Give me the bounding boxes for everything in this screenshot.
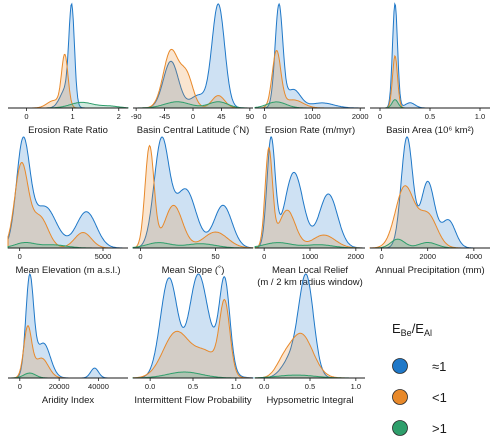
x-tick-label: 0 (191, 112, 195, 121)
x-axis-label: Mean Elevation (m a.s.l.) (15, 265, 120, 276)
x-tick-label: 0 (24, 112, 28, 121)
density-lt1 (8, 325, 128, 379)
density-gt1 (8, 372, 128, 379)
x-tick-label: 2 (117, 112, 121, 121)
density-gt1 (133, 101, 253, 109)
x-tick-label: 40000 (88, 382, 109, 391)
panel-2: -90 -45 0 45 90 Basin Central Latitude (˚N) (131, 3, 254, 136)
density-eq1 (370, 2, 490, 109)
panel-grid: 0 1 2 Erosion Rate Ratio -90 -45 0 45 90 Basin Ce… (7, 2, 490, 406)
x-tick-label: 1000 (304, 112, 321, 121)
x-tick-label: 0 (378, 112, 382, 121)
x-tick-label: 0 (379, 252, 383, 261)
x-tick-label: 2000 (347, 252, 364, 261)
x-tick-label: 0.0 (145, 382, 155, 391)
legend-title-main: E (392, 321, 401, 336)
legend-swatch-eq1 (392, 358, 408, 374)
x-axis-label-line2: (m / 2 km radius window) (257, 277, 363, 288)
panel-1: 0 1 2 Erosion Rate Ratio (8, 2, 129, 136)
x-tick-label: 90 (246, 112, 254, 121)
x-tick-label: 0 (262, 252, 266, 261)
x-tick-label: 0 (262, 112, 266, 121)
density-lt1 (370, 54, 490, 109)
legend-title-sub2: Al (424, 328, 432, 338)
legend-label-eq1: ≈1 (432, 359, 446, 374)
legend-label-gt1: >1 (432, 421, 447, 436)
legend-items: ≈1 <1 >1 (392, 358, 447, 436)
x-tick-label: 5000 (95, 252, 112, 261)
legend-swatch-gt1 (392, 420, 408, 436)
density-lt1 (133, 48, 253, 109)
panel-9: 0 20000 40000 Aridity Index (8, 272, 128, 406)
x-axis-label: Annual Precipitation (mm) (375, 265, 484, 276)
panel-11: 0.0 0.5 1.0 Hypsometric Integral (254, 273, 365, 406)
x-tick-label: 2000 (352, 112, 369, 121)
density-lt1 (132, 298, 253, 379)
x-tick-label: 1.0 (351, 382, 361, 391)
x-axis-label: Aridity Index (42, 395, 95, 406)
x-tick-label: 0 (138, 252, 142, 261)
x-axis-label: Mean Slope (˚) (162, 265, 225, 276)
density-eq1 (7, 136, 128, 249)
x-axis-label: Basin Area (10⁶ km²) (386, 125, 474, 136)
x-tick-label: 0 (18, 382, 22, 391)
x-tick-label: 45 (217, 112, 225, 121)
x-tick-label: -45 (159, 112, 170, 121)
legend: EBe/EAl ≈1 <1 >1 (392, 321, 447, 436)
density-eq1 (254, 136, 365, 249)
x-tick-label: 0.0 (259, 382, 269, 391)
legend-title: EBe/EAl (392, 321, 432, 338)
x-axis-label: Hypsometric Integral (266, 395, 353, 406)
density-eq1 (133, 273, 254, 379)
legend-label-lt1: <1 (432, 390, 447, 405)
legend-title-sub1: Be (401, 328, 412, 338)
x-tick-label: 20000 (49, 382, 70, 391)
density-lt1 (255, 50, 365, 109)
panel-6: 0 50 Mean Slope (˚) (132, 136, 254, 276)
x-axis-label: Intermittent Flow Probability (134, 395, 251, 406)
x-tick-label: 1.0 (231, 382, 241, 391)
x-tick-label: 0.5 (305, 382, 315, 391)
density-eq1 (132, 136, 254, 249)
x-tick-label: 2000 (419, 252, 436, 261)
x-axis-label: Basin Central Latitude (˚N) (137, 125, 249, 136)
density-lt1 (132, 144, 254, 249)
x-tick-label: -90 (131, 112, 142, 121)
legend-swatch-lt1 (392, 389, 408, 405)
x-tick-label: 1 (71, 112, 75, 121)
panel-8: 0 2000 4000 Annual Precipitation (mm) (369, 136, 490, 276)
x-tick-label: 0 (18, 252, 22, 261)
x-axis-label: Mean Local Relief (272, 265, 348, 276)
x-tick-label: 1.0 (475, 112, 485, 121)
panel-5: 0 5000 Mean Elevation (m a.s.l.) (7, 136, 128, 276)
x-axis-label: Erosion Rate (m/myr) (265, 125, 355, 136)
panel-10: 0.0 0.5 1.0 Intermittent Flow Probability (132, 273, 254, 406)
x-tick-label: 0.5 (425, 112, 435, 121)
density-lt1 (254, 146, 365, 249)
x-axis-label: Erosion Rate Ratio (28, 125, 108, 136)
panel-7: 0 1000 2000 Mean Local Relief(m / 2 km radi… (254, 136, 365, 288)
x-tick-label: 0.5 (188, 382, 198, 391)
x-tick-label: 1000 (302, 252, 319, 261)
panel-3: 0 1000 2000 Erosion Rate (m/myr) (254, 2, 369, 136)
x-tick-label: 4000 (466, 252, 483, 261)
legend-title-slash: /E (412, 321, 425, 336)
x-tick-label: 50 (211, 252, 219, 261)
